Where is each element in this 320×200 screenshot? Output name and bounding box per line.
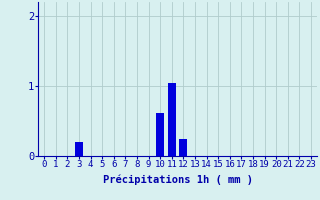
X-axis label: Précipitations 1h ( mm ): Précipitations 1h ( mm ) bbox=[103, 175, 252, 185]
Bar bbox=[168, 82, 176, 156]
Bar bbox=[156, 113, 164, 156]
Bar bbox=[75, 142, 83, 156]
Bar bbox=[179, 138, 188, 156]
